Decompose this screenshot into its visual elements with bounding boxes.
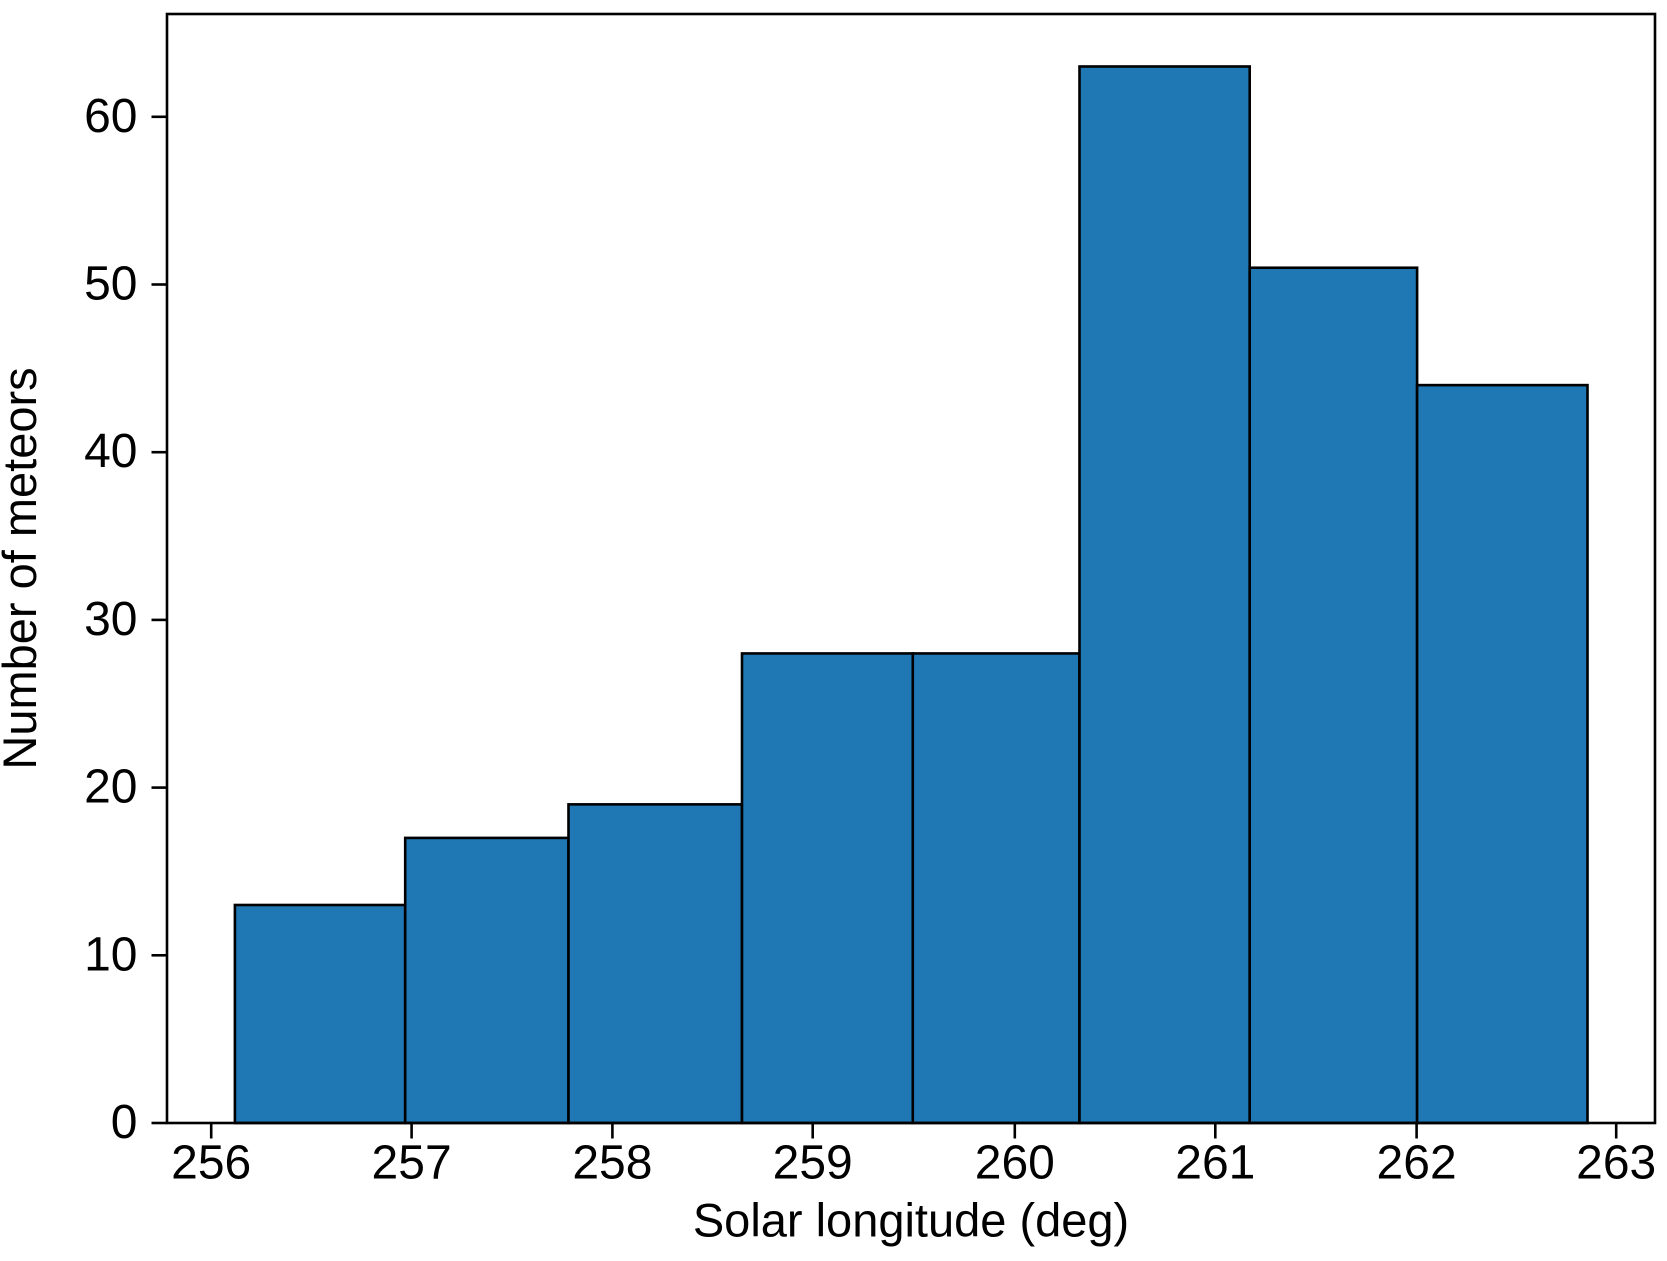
- svg-text:20: 20: [84, 761, 137, 814]
- svg-text:Number of meteors: Number of meteors: [0, 367, 46, 769]
- svg-text:257: 257: [372, 1137, 452, 1190]
- svg-text:60: 60: [84, 90, 137, 143]
- svg-text:263: 263: [1576, 1137, 1656, 1190]
- svg-text:261: 261: [1175, 1137, 1255, 1190]
- svg-text:259: 259: [773, 1137, 853, 1190]
- svg-text:0: 0: [111, 1096, 138, 1149]
- svg-text:262: 262: [1377, 1137, 1457, 1190]
- svg-text:260: 260: [975, 1137, 1055, 1190]
- svg-text:50: 50: [84, 258, 137, 311]
- svg-text:30: 30: [84, 593, 137, 646]
- svg-text:Solar longitude (deg): Solar longitude (deg): [693, 1194, 1129, 1247]
- svg-text:256: 256: [171, 1137, 251, 1190]
- svg-text:40: 40: [84, 425, 137, 478]
- svg-text:10: 10: [84, 928, 137, 981]
- svg-text:258: 258: [572, 1137, 652, 1190]
